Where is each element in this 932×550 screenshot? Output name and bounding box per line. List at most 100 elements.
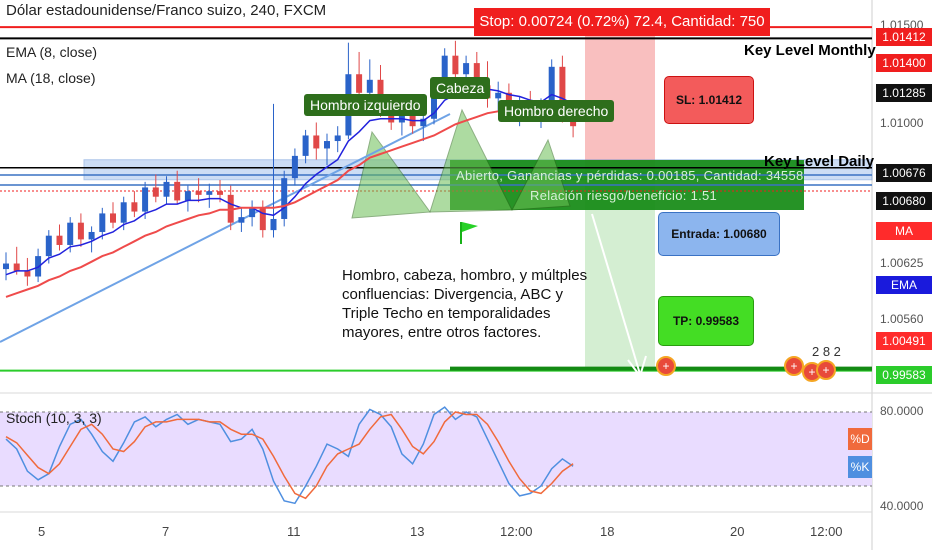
right-shoulder-triangle	[511, 138, 571, 211]
key-level-daily-label: Key Level Daily	[764, 153, 875, 170]
projection-arrowhead	[627, 355, 647, 379]
stoch-tick-label: 40.0000	[880, 499, 924, 514]
time-tick-label: 13	[410, 524, 425, 539]
risk-reward-text: Relación riesgo/beneficio: 1.51	[530, 188, 718, 203]
candle-body	[259, 207, 266, 231]
stoch-tag: %D	[848, 428, 872, 450]
price-tick-label: 1.01000	[880, 116, 924, 130]
events-count: 2 8 2	[812, 344, 841, 359]
candle-body	[13, 263, 20, 271]
candle-body	[217, 191, 223, 195]
time-tick-label: 11	[287, 524, 301, 539]
candle-body	[3, 263, 9, 270]
candle-body	[110, 213, 116, 223]
chart-title: Dólar estadounidense/Franco suizo, 240, …	[6, 2, 327, 19]
event-plus-icon: +	[808, 365, 815, 379]
candle-body	[77, 222, 84, 240]
candle-body	[302, 135, 309, 156]
candle-body	[195, 191, 202, 195]
candle-body	[131, 202, 138, 212]
candle-body	[324, 141, 330, 149]
price-tag: MA	[876, 222, 932, 240]
right-shoulder-label: Hombro derecho	[498, 100, 615, 122]
stoch-line-k	[5, 406, 574, 505]
left-shoulder-label: Hombro izquierdo	[304, 94, 427, 116]
candle-body	[388, 111, 395, 123]
candle-body	[152, 187, 159, 197]
candle-body	[56, 235, 63, 245]
candle-body	[334, 135, 341, 142]
price-tag: 1.00680	[876, 192, 932, 210]
position-pnl-text: Abierto, Ganancias y pérdidas: 0.00185, …	[456, 168, 804, 183]
candle-body	[313, 135, 320, 149]
candle-body	[24, 270, 31, 277]
candle-body	[420, 118, 427, 127]
event-icon	[656, 356, 676, 376]
candle-body	[163, 181, 170, 197]
candle-body	[548, 66, 555, 108]
head-triangle	[429, 108, 513, 213]
ema-indicator-label[interactable]: EMA (8, close)	[6, 44, 98, 60]
stoch-tick-label: 80.0000	[880, 404, 924, 418]
entry-box: Entrada: 1.00680	[658, 212, 780, 256]
time-tick-label: 12:00	[500, 524, 533, 539]
price-tag: 1.01400	[876, 54, 932, 72]
ma-line	[5, 101, 574, 298]
candle-body	[206, 191, 213, 195]
candle-body	[142, 187, 149, 212]
stoch-tag: %K	[848, 456, 872, 478]
time-tick-label: 12:00	[810, 524, 843, 539]
candle-body	[291, 155, 298, 179]
candle-body	[88, 231, 95, 240]
time-tick-label: 5	[38, 524, 46, 539]
price-tick-label: 1.00625	[880, 256, 924, 270]
stop-info-box: Stop: 0.00724 (0.72%) 72.4, Cantidad: 75…	[474, 8, 770, 36]
flag-pole	[460, 222, 462, 244]
stoch-indicator-label[interactable]: Stoch (10, 3, 3)	[6, 410, 102, 426]
time-tick-label: 7	[162, 524, 170, 539]
price-tag: 1.00491	[876, 332, 932, 350]
price-tag: 1.01412	[876, 28, 932, 46]
stop-loss-zone	[585, 27, 655, 168]
candle-body	[270, 218, 277, 231]
candle-body	[452, 55, 459, 75]
candle-body	[431, 89, 437, 119]
candle-body	[473, 63, 480, 86]
candle-body	[495, 92, 502, 99]
price-tag: EMA	[876, 276, 932, 294]
price-tag: 1.00676	[876, 164, 932, 182]
candle-body	[463, 63, 470, 75]
take-profit-box: TP: 0.99583	[658, 296, 754, 346]
stop-loss-box: SL: 1.01412	[664, 76, 754, 124]
event-plus-icon: +	[790, 359, 797, 373]
event-icon	[784, 356, 804, 376]
time-tick-label: 18	[600, 524, 615, 539]
projection-arrow	[591, 213, 641, 375]
head-label: Cabeza	[430, 77, 491, 99]
candle-body	[366, 79, 373, 93]
stoch-line-d	[5, 411, 574, 500]
candle-body	[120, 202, 127, 223]
event-plus-icon: +	[822, 363, 829, 377]
candle-body	[356, 74, 363, 93]
price-tick-label: 1.00560	[880, 312, 924, 326]
candle-body	[67, 222, 74, 245]
stoch-band	[0, 412, 872, 486]
event-plus-icon: +	[662, 359, 669, 373]
analysis-note: Hombro, cabeza, hombro, y múltples confl…	[342, 267, 588, 341]
time-tick-label: 20	[730, 524, 745, 539]
candle-body	[249, 207, 256, 218]
candle-body	[281, 178, 288, 219]
flag-icon	[462, 222, 478, 232]
candle-body	[559, 66, 566, 116]
candle-body	[174, 181, 181, 201]
trend-line	[0, 113, 451, 343]
key-level-monthly-label: Key Level Monthly	[744, 42, 876, 59]
candle-body	[45, 235, 52, 257]
candle-body	[441, 55, 448, 90]
ma-indicator-label[interactable]: MA (18, close)	[6, 70, 96, 86]
price-tag: 1.01285	[876, 84, 932, 102]
price-tag: 0.99583	[876, 366, 932, 384]
